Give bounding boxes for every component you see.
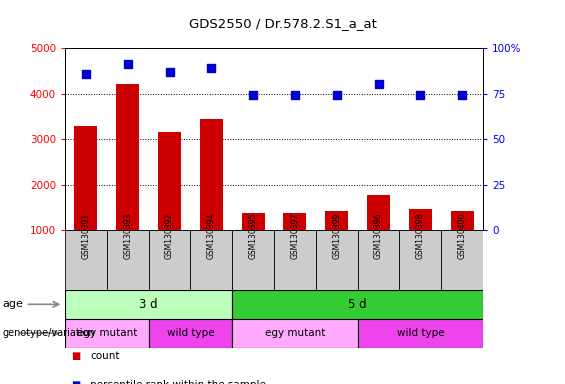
Text: age: age <box>3 299 24 310</box>
Text: GSM130400: GSM130400 <box>458 213 467 259</box>
Point <box>123 61 132 68</box>
Point <box>416 92 425 98</box>
Point <box>81 71 90 77</box>
Bar <box>190 230 232 290</box>
Text: GSM130399: GSM130399 <box>332 213 341 259</box>
Text: 3 d: 3 d <box>140 298 158 311</box>
Bar <box>149 230 190 290</box>
Bar <box>451 211 473 230</box>
Bar <box>316 230 358 290</box>
Text: GSM130397: GSM130397 <box>290 213 299 259</box>
Bar <box>441 230 483 290</box>
Bar <box>65 319 149 348</box>
Bar <box>274 230 316 290</box>
Point <box>374 81 383 88</box>
Text: GSM130394: GSM130394 <box>207 213 216 259</box>
Text: egy mutant: egy mutant <box>265 328 325 338</box>
Bar <box>200 119 223 230</box>
Bar <box>284 213 306 230</box>
Bar <box>325 211 348 230</box>
Text: percentile rank within the sample: percentile rank within the sample <box>90 380 266 384</box>
Bar <box>158 132 181 230</box>
Bar <box>367 195 390 230</box>
Point <box>290 92 299 98</box>
Bar <box>232 319 358 348</box>
Text: GSM130393: GSM130393 <box>123 213 132 259</box>
Bar <box>149 319 232 348</box>
Point <box>165 69 174 75</box>
Text: GDS2550 / Dr.578.2.S1_a_at: GDS2550 / Dr.578.2.S1_a_at <box>189 17 376 30</box>
Text: wild type: wild type <box>397 328 444 338</box>
Text: genotype/variation: genotype/variation <box>3 328 95 338</box>
Bar <box>409 209 432 230</box>
Text: GSM130391: GSM130391 <box>81 213 90 259</box>
Bar <box>65 290 232 319</box>
Bar <box>116 84 139 230</box>
Bar <box>399 230 441 290</box>
Text: GSM130396: GSM130396 <box>374 213 383 259</box>
Text: wild type: wild type <box>167 328 214 338</box>
Text: GSM130395: GSM130395 <box>249 213 258 259</box>
Bar <box>65 230 107 290</box>
Bar <box>107 230 149 290</box>
Bar <box>75 126 97 230</box>
Text: GSM130398: GSM130398 <box>416 213 425 259</box>
Bar <box>232 290 483 319</box>
Text: ■: ■ <box>71 351 80 361</box>
Text: egy mutant: egy mutant <box>77 328 137 338</box>
Text: GSM130392: GSM130392 <box>165 213 174 259</box>
Point <box>249 92 258 98</box>
Text: 5 d: 5 d <box>349 298 367 311</box>
Bar <box>358 230 399 290</box>
Point <box>458 92 467 98</box>
Point <box>207 65 216 71</box>
Text: count: count <box>90 351 120 361</box>
Text: ■: ■ <box>71 380 80 384</box>
Bar <box>232 230 274 290</box>
Point <box>332 92 341 98</box>
Bar <box>358 319 483 348</box>
Bar <box>242 213 264 230</box>
